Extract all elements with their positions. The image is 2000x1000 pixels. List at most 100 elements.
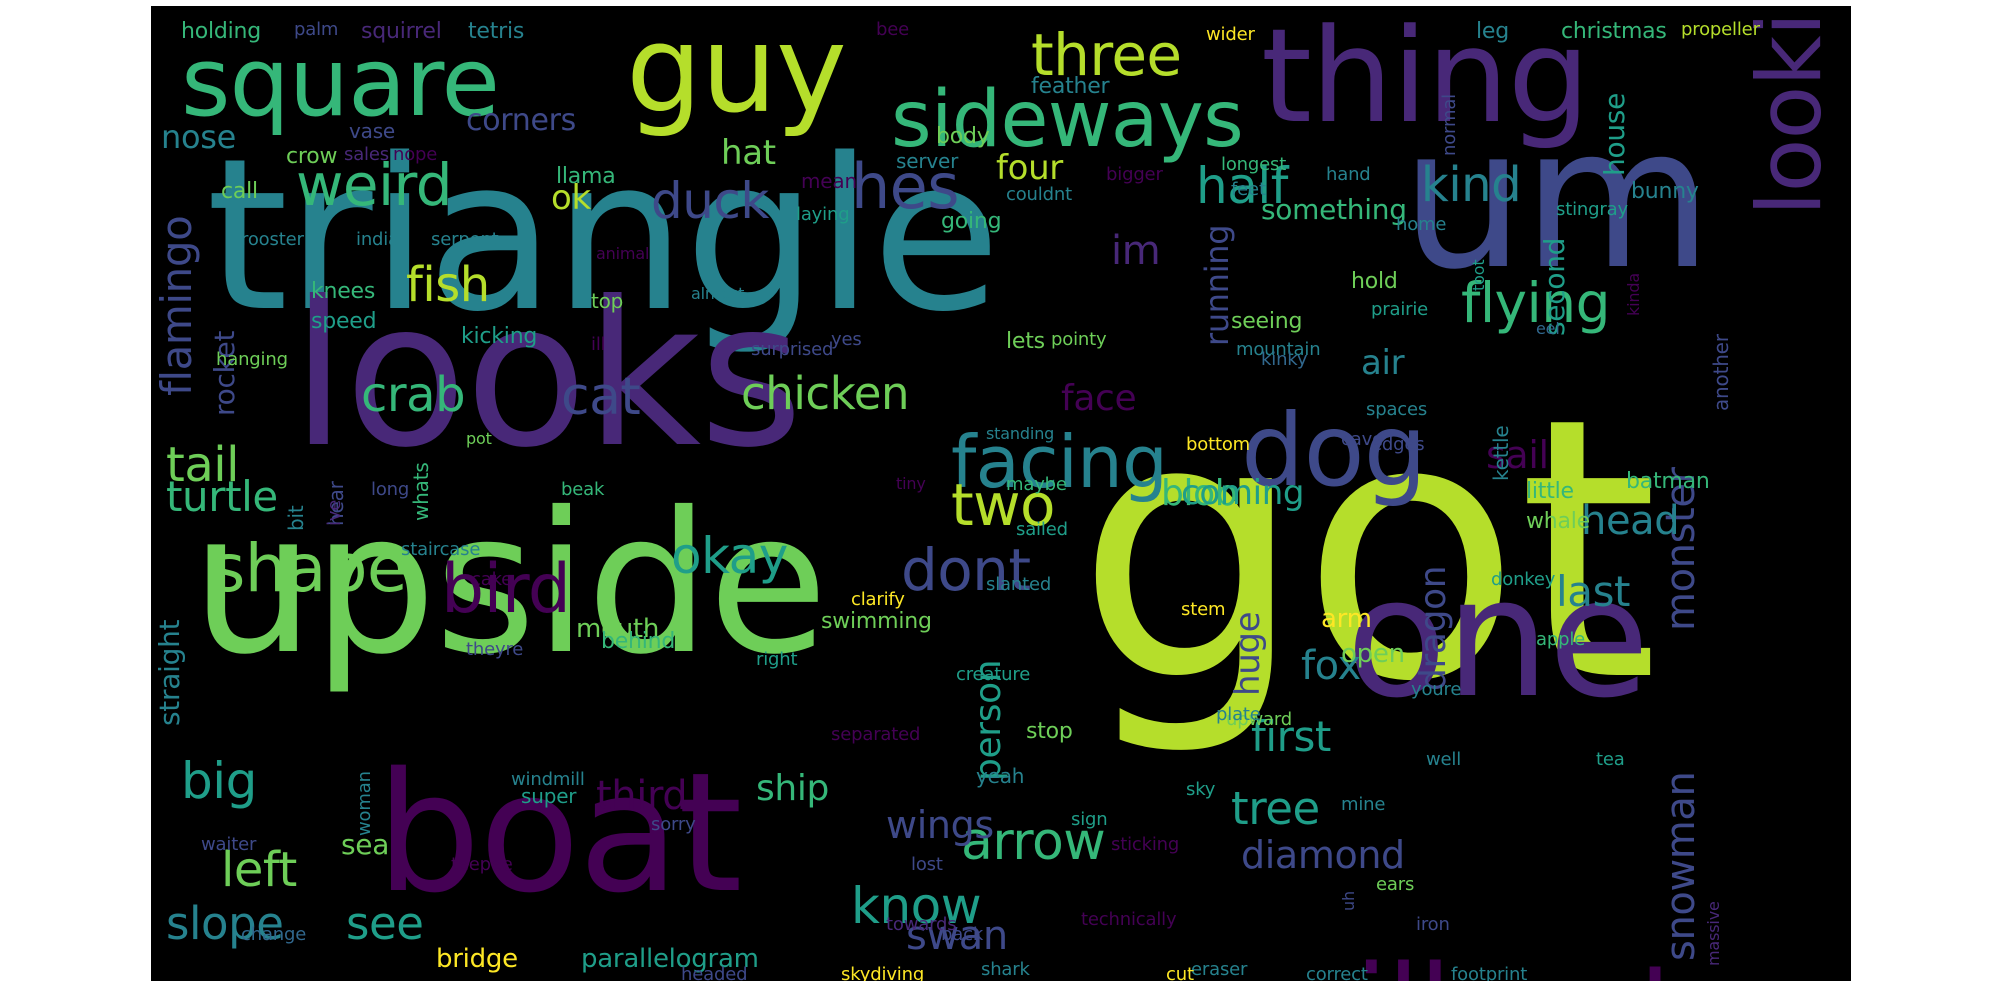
cloud-word-behind: behind (601, 629, 676, 654)
cloud-word-slanted: slanted (986, 574, 1052, 595)
cloud-word-squirrel: squirrel (361, 19, 442, 44)
cloud-word-prairie: prairie (1371, 299, 1429, 320)
cloud-word-towards: towards (886, 914, 957, 935)
cloud-word-separated: separated (831, 724, 921, 745)
cloud-word-kettle: kettle (1489, 425, 1513, 481)
cloud-word-correct: correct (1306, 964, 1368, 982)
cloud-word-bird: bird (441, 550, 571, 629)
cloud-word-snowman: snowman (1658, 771, 1704, 961)
cloud-word-um: um (1401, 85, 1713, 312)
cloud-word-tea: tea (1596, 749, 1625, 770)
cloud-word-going: going (941, 209, 1002, 234)
cloud-word-well: well (1426, 749, 1462, 770)
cloud-word-corners: corners (466, 103, 576, 138)
cloud-word-big: big (181, 752, 257, 810)
cloud-word-house: house (1598, 92, 1631, 176)
cloud-word-parallelogram: parallelogram (581, 944, 759, 974)
cloud-word-huge: huge (1228, 611, 1268, 696)
cloud-word-sea: sea (341, 828, 390, 861)
cloud-word-bottom: bottom (1186, 434, 1251, 455)
cloud-word-sky: sky (1186, 779, 1216, 800)
cloud-word-sailboat: sailboat (1221, 951, 1686, 982)
cloud-word-animal: animal (596, 244, 650, 263)
cloud-word-right: right (756, 649, 798, 670)
cloud-word-boat: boat (376, 737, 743, 929)
cloud-word-bit: bit (284, 505, 308, 532)
cloud-word-theyre: theyre (466, 639, 524, 660)
cloud-word-hand: hand (1326, 164, 1371, 185)
cloud-word-sail: sail (1486, 433, 1549, 477)
cloud-word-long: long (371, 479, 410, 500)
cloud-word-youre: youre (1411, 679, 1462, 700)
cloud-word-know: know (851, 877, 982, 935)
cloud-word-toot: toot (1469, 259, 1488, 292)
cloud-word-ship: ship (756, 768, 829, 809)
cloud-word-christmas: christmas (1561, 19, 1667, 44)
cloud-word-ears: ears (1376, 874, 1415, 895)
cloud-word-nope: nope (393, 144, 438, 165)
cloud-word-triangle: triangle (206, 113, 1001, 358)
cloud-word-tree: tree (1231, 782, 1320, 835)
cloud-word-okay: okay (671, 527, 788, 585)
cloud-word-knees: knees (311, 279, 376, 304)
cloud-word-one: one (1346, 542, 1650, 734)
cloud-word-pointy: pointy (1051, 329, 1107, 350)
cloud-word-straight: straight (153, 619, 186, 726)
cloud-word-almost: almost (691, 284, 745, 303)
cloud-word-woman: woman (354, 771, 375, 836)
cloud-word-arm: arm (1321, 604, 1372, 634)
cloud-word-clarify: clarify (851, 589, 905, 610)
cloud-word-change: change (241, 924, 307, 945)
cloud-word-mean: mean (801, 169, 857, 193)
cloud-word-vase: vase (349, 119, 396, 143)
cloud-word-apple: apple (1536, 629, 1586, 650)
cloud-word-thing: thing (1261, 6, 1590, 152)
cloud-word-lost: lost (911, 854, 943, 875)
cloud-word-staircase: staircase (401, 539, 481, 560)
cloud-word-lets: lets (1006, 329, 1045, 354)
cloud-word-crow: crow (286, 144, 338, 169)
cloud-word-teepee: teepee (451, 854, 513, 875)
cloud-word-mine: mine (1341, 794, 1386, 815)
cloud-word-swan: swan (906, 913, 1008, 959)
cloud-word-hat: hat (721, 133, 776, 173)
cloud-word-hes: hes (851, 150, 960, 223)
cloud-word-stop: stop (1026, 719, 1073, 744)
cloud-word-tetris: tetris (468, 19, 525, 44)
cloud-word-looks: looks (291, 259, 803, 492)
cloud-word-bunny: bunny (1631, 179, 1699, 204)
cloud-word-see: see (346, 897, 424, 950)
cloud-word-footprint: footprint (1451, 964, 1528, 982)
cloud-word-eel: eel (1536, 319, 1560, 338)
cloud-word-whats: whats (409, 462, 433, 521)
cloud-word-crab: crab (361, 367, 466, 423)
cloud-word-donkey: donkey (1491, 569, 1556, 590)
cloud-word-first: first (1251, 712, 1331, 761)
cloud-word-running: running (1198, 224, 1236, 346)
cloud-word-arrow: arrow (961, 812, 1106, 872)
cloud-word-yes: yes (831, 329, 862, 350)
cloud-word-facing: facing (951, 420, 1168, 504)
cloud-word-hold: hold (1351, 269, 1398, 294)
cloud-word-left: left (221, 842, 297, 898)
cloud-word-two: two (951, 471, 1056, 539)
cloud-word-shark: shark (981, 959, 1030, 980)
cloud-word-sales: sales (344, 144, 389, 165)
cloud-word-mountain: mountain (1236, 339, 1321, 360)
cloud-word-fish: fish (406, 257, 490, 313)
cloud-word-massive: massive (1704, 901, 1723, 966)
cloud-word-got: got (1076, 341, 1659, 760)
cloud-word-home: home (1396, 214, 1447, 235)
cloud-word-upward: upward (1226, 709, 1293, 730)
cloud-word-technically: technically (1081, 909, 1177, 930)
cloud-word-iron: iron (1416, 914, 1450, 935)
cloud-word-head: head (1581, 498, 1680, 544)
cloud-word-duck: duck (651, 172, 769, 230)
cloud-word-square: square (181, 28, 500, 138)
cloud-word-rocket: rocket (208, 330, 241, 416)
cloud-word-palm: palm (294, 19, 339, 40)
cloud-word-hanging: hanging (216, 349, 288, 370)
cloud-word-something: something (1261, 193, 1407, 226)
cloud-word-holding: holding (181, 19, 261, 44)
cloud-word-whale: whale (1526, 509, 1590, 534)
